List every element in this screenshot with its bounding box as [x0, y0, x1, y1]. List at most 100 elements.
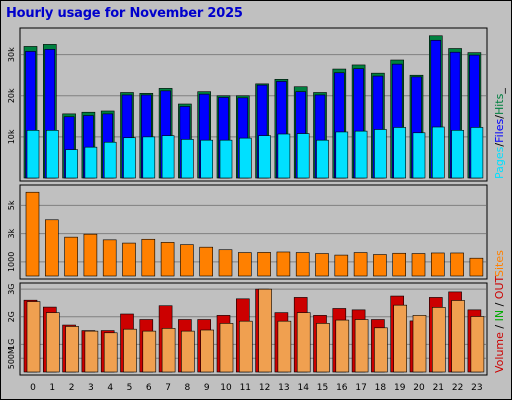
- bar-volume-out: [103, 332, 118, 373]
- bar-pages: [393, 127, 407, 179]
- bar-sites: [450, 252, 464, 277]
- legend-hits: Hits: [493, 93, 506, 115]
- x-tick-label: 19: [394, 383, 406, 393]
- bar-volume-out: [374, 327, 388, 373]
- bar-volume-out: [316, 323, 330, 373]
- bar-pages: [123, 137, 136, 179]
- bar-pages: [239, 137, 252, 179]
- bar-pages: [26, 130, 40, 179]
- bar-sites: [430, 252, 445, 277]
- bar-pages: [470, 127, 484, 179]
- bar-pages: [296, 133, 310, 179]
- bar-pages: [451, 130, 464, 179]
- bar-sites: [334, 254, 349, 277]
- bar-pages: [374, 129, 387, 179]
- y-tick-label: 10k: [7, 129, 16, 144]
- bar-volume-out: [412, 315, 427, 373]
- bar-pages: [200, 139, 213, 179]
- y-tick-label: 1G: [7, 339, 16, 350]
- chart-title: Hourly usage for November 2025: [6, 6, 243, 21]
- y-tick-label: 30k: [7, 47, 16, 62]
- legend-volume-label: Volume: [493, 332, 506, 373]
- bar-volume-out: [65, 326, 79, 373]
- bar-sites: [160, 242, 175, 277]
- bar-sites: [199, 246, 213, 277]
- bar-sites: [102, 239, 117, 277]
- x-tick-label: 21: [433, 383, 444, 393]
- bar-volume-out: [200, 329, 214, 373]
- bar-sites: [64, 236, 78, 277]
- bar-pages: [335, 131, 349, 179]
- bar-volume-out: [123, 328, 137, 373]
- legend-pages: Pages: [493, 146, 506, 179]
- bar-volume-out: [142, 330, 157, 373]
- x-tick-label: 22: [452, 383, 463, 393]
- legend-sites: Sites: [493, 250, 506, 277]
- bar-sites: [315, 253, 329, 277]
- x-tick-label: 8: [185, 383, 191, 393]
- x-tick-label: 0: [30, 383, 36, 393]
- sites-panel: [19, 184, 488, 280]
- bar-sites: [295, 252, 310, 277]
- bar-volume-out: [470, 316, 485, 373]
- bar-volume-out: [258, 288, 272, 373]
- bar-sites: [276, 251, 291, 277]
- bar-volume-out: [335, 319, 350, 373]
- x-tick-label: 23: [471, 383, 482, 393]
- bar-volume-out: [431, 307, 446, 373]
- x-tick-label: 7: [165, 383, 171, 393]
- x-tick-label: 13: [278, 383, 289, 393]
- x-tick-label: 3: [88, 383, 94, 393]
- y-tick-label: 3k: [7, 228, 16, 238]
- bar-volume-out: [451, 300, 465, 373]
- bar-pages: [181, 139, 194, 179]
- legend-out: OUT: [493, 275, 506, 299]
- x-tick-label: 1: [49, 383, 55, 393]
- x-tick-label: 18: [375, 383, 387, 393]
- bar-volume-out: [181, 330, 195, 373]
- bar-sites: [218, 249, 233, 277]
- x-tick-label: 4: [107, 383, 113, 393]
- legend-files: Files: [493, 118, 506, 142]
- bar-sites: [353, 252, 368, 277]
- bar-pages: [277, 133, 291, 179]
- bar-volume-out: [161, 328, 176, 373]
- y-tick-label: 3G: [7, 283, 16, 294]
- y-tick-label: 500M: [7, 347, 16, 369]
- bar-pages: [354, 130, 368, 179]
- bar-pages: [103, 141, 117, 179]
- bar-volume-out: [84, 330, 99, 373]
- x-tick-label: 15: [317, 383, 328, 393]
- x-tick-label: 20: [413, 383, 425, 393]
- x-tick-label: 17: [355, 383, 366, 393]
- y-tick-label: 2G: [7, 311, 16, 322]
- x-tick-label: 10: [220, 383, 232, 393]
- bar-sites: [83, 233, 98, 277]
- bar-pages: [161, 135, 175, 179]
- y-tick-label: 5k: [7, 200, 16, 210]
- bar-sites: [44, 219, 59, 277]
- x-tick-label: 11: [240, 383, 251, 393]
- x-tick-label: 16: [336, 383, 348, 393]
- bar-sites: [392, 252, 407, 277]
- bar-sites: [25, 191, 40, 277]
- requests-panel: [19, 27, 488, 182]
- bar-volume-out: [45, 312, 60, 373]
- bar-pages: [45, 130, 59, 179]
- bar-sites: [373, 254, 387, 277]
- bar-sites: [180, 244, 194, 277]
- bar-volume-out: [296, 312, 311, 373]
- x-tick-label: 2: [69, 383, 75, 393]
- bar-sites: [469, 257, 484, 277]
- bar-pages: [431, 126, 445, 179]
- bar-pages: [142, 136, 156, 179]
- bar-sites: [122, 242, 136, 277]
- x-tick-label: 14: [297, 383, 309, 393]
- bar-pages: [219, 139, 233, 179]
- y-tick-label: 20k: [7, 88, 16, 103]
- bar-volume-out: [393, 304, 408, 373]
- bar-sites: [411, 253, 426, 277]
- x-tick-label: 5: [127, 383, 133, 393]
- bar-pages: [258, 135, 271, 179]
